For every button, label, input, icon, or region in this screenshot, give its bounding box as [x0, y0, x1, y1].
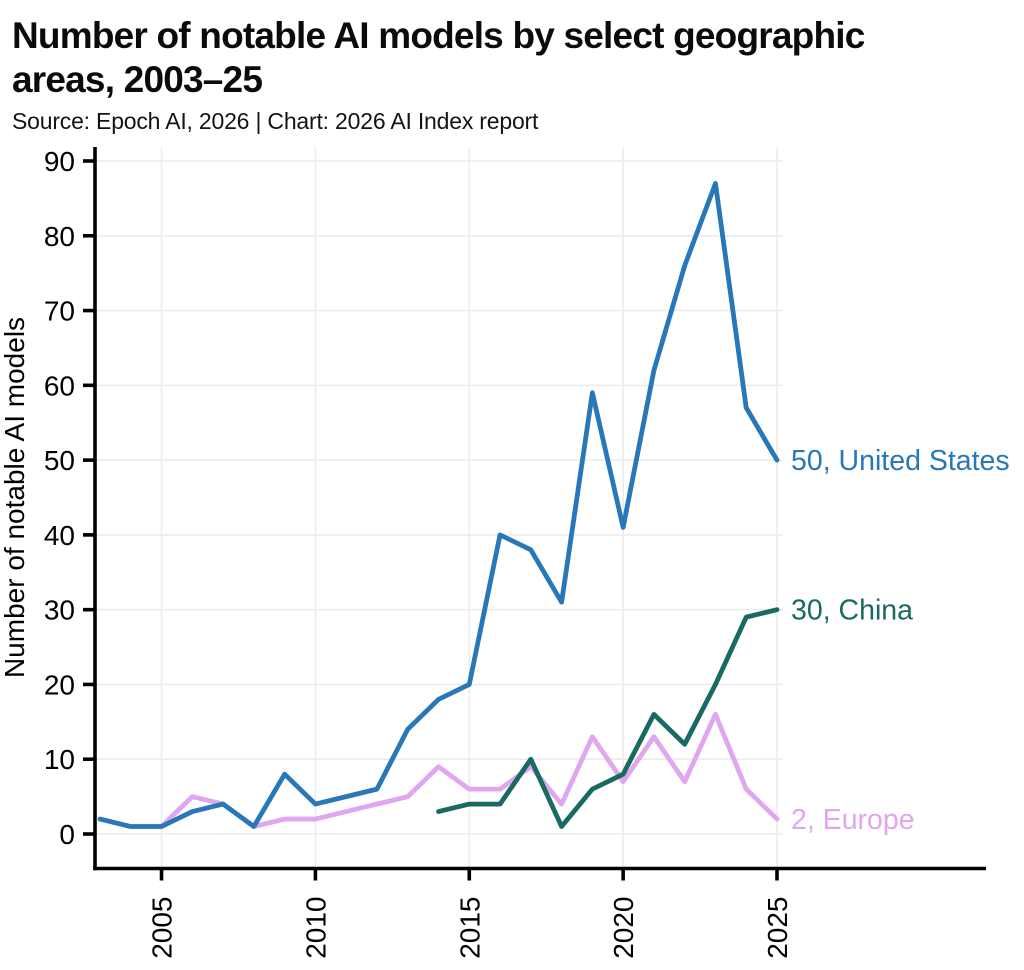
y-tick-label: 10	[44, 745, 75, 776]
x-tick-label: 2015	[454, 897, 485, 959]
axes	[83, 147, 986, 881]
y-tick-label: 40	[44, 520, 75, 551]
y-tick-label: 0	[59, 819, 75, 850]
page-title-line-1: Number of notable AI models by select ge…	[12, 15, 865, 56]
line-chart: 0 10 20 30 40 50 60 70 80 90 2005 2010 2015 2020 2025 N…	[0, 146, 1010, 959]
x-tick-labels: 2005 2010 2015 2020 2025	[147, 897, 793, 959]
y-tick-label: 70	[44, 296, 75, 327]
page-title-line-2: areas, 2003–25	[12, 58, 263, 100]
x-tick-label: 2010	[300, 897, 331, 959]
x-tick-label: 2020	[608, 897, 639, 959]
chart-area: 0 10 20 30 40 50 60 70 80 90 2005 2010 2015 2020 2025 N…	[0, 139, 1024, 970]
y-tick-label: 30	[44, 595, 75, 626]
series-line-china	[436, 607, 780, 830]
y-tick-label: 20	[44, 670, 75, 701]
source-caption: Source: Epoch AI, 2026 | Chart: 2026 AI …	[12, 108, 539, 135]
series-line-united-states	[97, 181, 780, 830]
y-tick-label: 50	[44, 445, 75, 476]
gridlines	[95, 147, 783, 869]
y-tick-labels: 0 10 20 30 40 50 60 70 80 90	[44, 146, 75, 850]
y-tick-label: 90	[44, 146, 75, 177]
y-tick-label: 60	[44, 371, 75, 402]
x-tick-label: 2025	[762, 897, 793, 959]
y-tick-label: 80	[44, 221, 75, 252]
y-axis-label: Number of notable AI models	[0, 317, 30, 678]
x-tick-label: 2005	[147, 897, 178, 959]
series-end-label-china: 30, China	[791, 595, 913, 627]
chart-header: Number of notable AI models by select ge…	[0, 0, 1024, 135]
series-end-label-europe: 2, Europe	[791, 804, 915, 836]
series-line-europe	[159, 712, 780, 830]
series-end-label-united-states: 50, United States	[791, 445, 1010, 477]
